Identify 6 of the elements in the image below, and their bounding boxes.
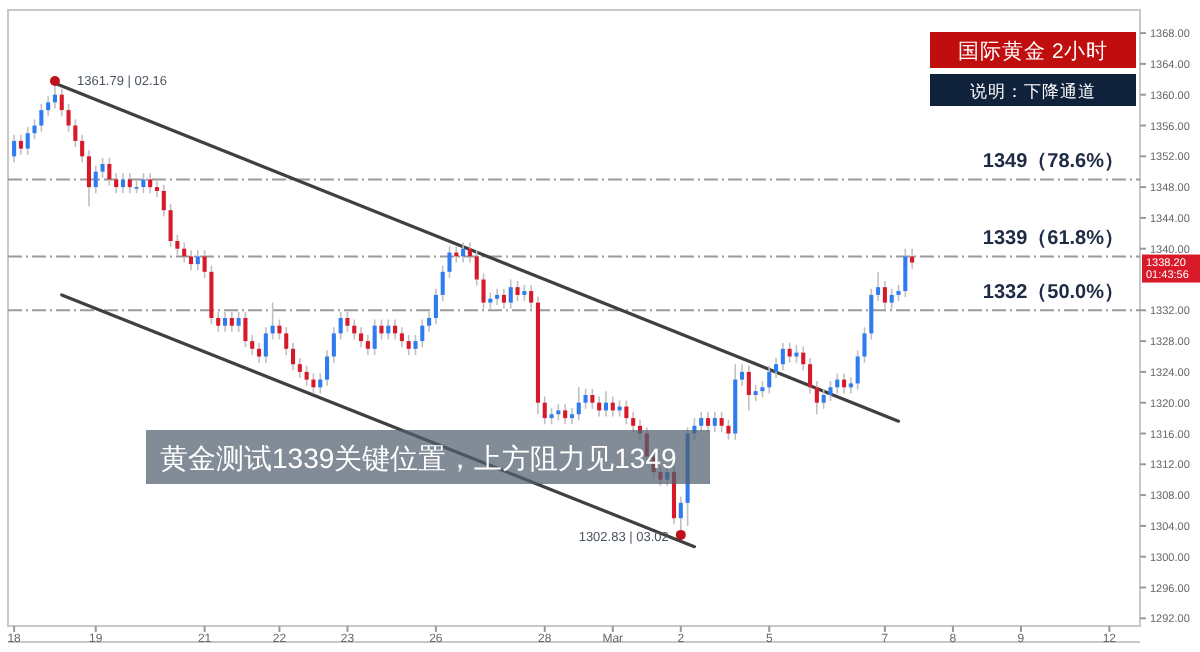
ref-line-label: 1349（78.6%） — [982, 151, 1124, 174]
ref-line-label: 1332（50.0%） — [982, 282, 1124, 305]
annotation: 黄金测试1339关键位置，上方阻力见1349 — [160, 442, 678, 474]
text: 说明：下降通道 — [970, 81, 1096, 101]
ref-line-label: 1339（61.8%） — [982, 228, 1124, 251]
text: 国际黄金 2小时 — [958, 38, 1108, 64]
